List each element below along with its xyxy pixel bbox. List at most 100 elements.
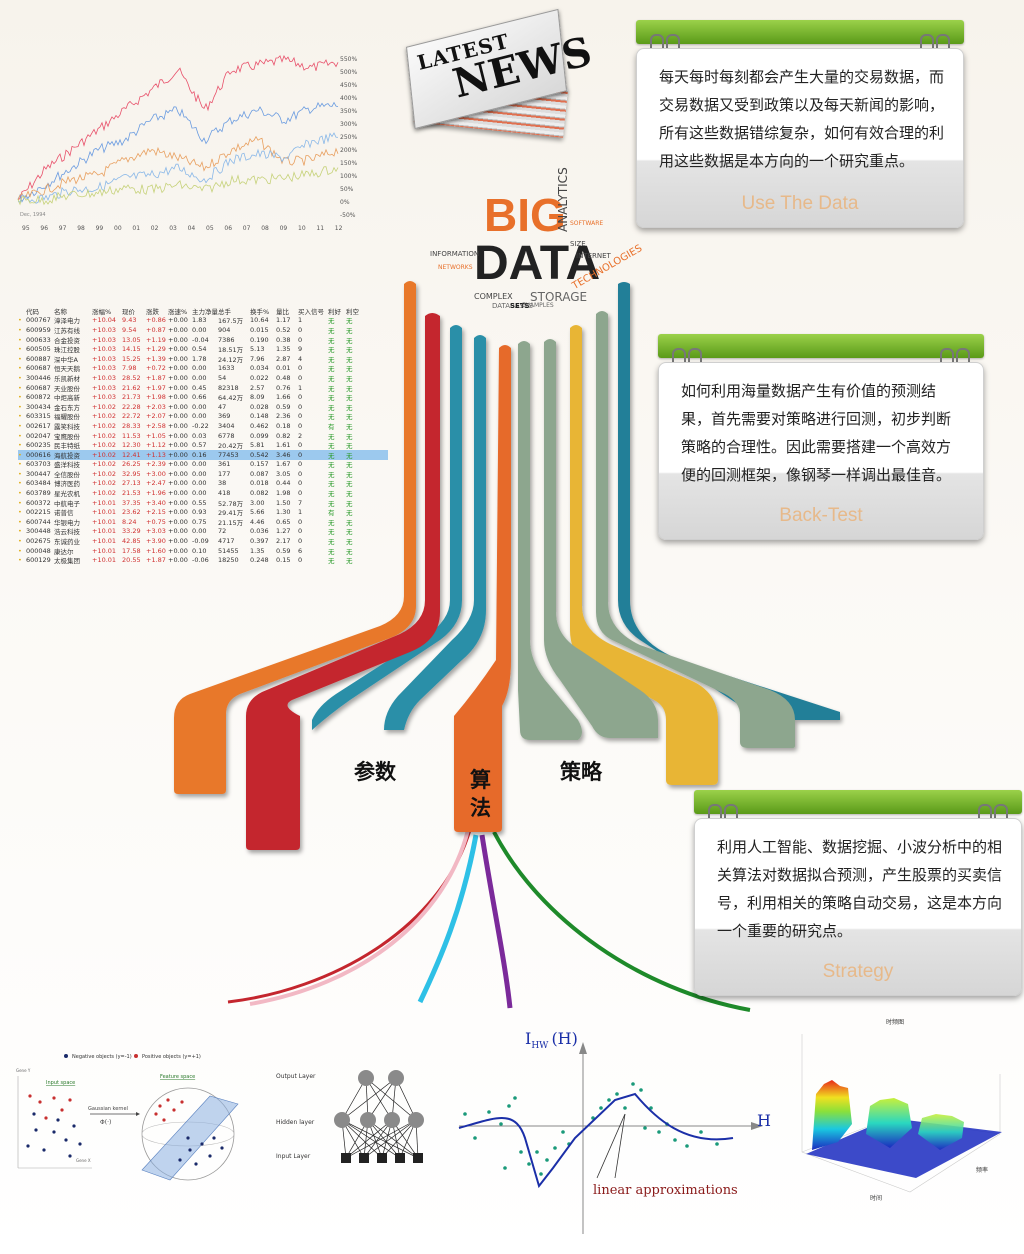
table-cell: 0.45 (192, 383, 207, 392)
table-cell: +0.00 (168, 508, 188, 517)
table-cell: 康达尔 (54, 547, 74, 556)
table-row[interactable]: • 600372 中航电子 +10.01 37.35 +3.40 +0.00 0.55 52.7… (18, 498, 388, 508)
table-cell: +0.00 (168, 537, 188, 546)
data-point (463, 1112, 467, 1116)
table-cell: 诺普信 (54, 509, 74, 518)
table-cell: 0.82 (276, 431, 291, 440)
column-header: 总手 (218, 307, 231, 316)
table-cell: 0.157 (250, 460, 269, 469)
table-cell: 22.72 (122, 412, 141, 421)
table-row[interactable]: • 600505 珠江控股 +10.03 14.15 +1.29 +0.00 0.54 18.5… (18, 344, 388, 354)
table-cell: 8.24 (122, 517, 137, 526)
table-row[interactable]: • 300447 全信股份 +10.02 32.95 +3.00 +0.00 0.00 177 0… (18, 469, 388, 479)
data-point (34, 1128, 38, 1132)
table-cell: 0.087 (250, 469, 269, 478)
table-cell: +0.00 (168, 479, 188, 488)
data-point (154, 1112, 158, 1116)
data-point (38, 1100, 42, 1104)
table-cell: +2.47 (146, 479, 166, 488)
table-cell: 0.48 (276, 373, 291, 382)
input-node (395, 1153, 405, 1163)
table-cell: +10.02 (92, 421, 117, 430)
table-cell: +1.87 (146, 556, 166, 565)
table-cell: 无 (346, 451, 353, 460)
table-row[interactable]: • 000633 合金投资 +10.03 13.05 +1.19 +0.00 -0.04 738… (18, 335, 388, 345)
table-cell: 15.25 (122, 354, 141, 363)
table-cell: +0.86 (146, 316, 166, 325)
table-cell: 418 (218, 489, 231, 498)
table-cell: +2.07 (146, 412, 166, 421)
table-row[interactable]: • 600129 太极集团 +10.01 20.55 +1.87 +0.00 -0.06 182… (18, 555, 388, 565)
table-cell: 20.55 (122, 556, 141, 565)
table-cell: +0.00 (168, 402, 188, 411)
table-cell: 1 (298, 316, 303, 325)
table-cell: 无 (328, 480, 335, 489)
data-point (158, 1104, 162, 1108)
table-row[interactable]: • 002047 宝鹰股份 +10.02 11.53 +1.05 +0.00 0.03 6778… (18, 431, 388, 441)
table-row[interactable]: • 600744 华银电力 +10.01 8.24 +0.75 +0.00 0.75 21.15… (18, 517, 388, 527)
x-tick-label: 98 (77, 225, 85, 232)
table-cell: +10.02 (92, 460, 117, 469)
input-node (377, 1153, 387, 1163)
latest-news-image: LATEST NEWS (406, 8, 596, 152)
table-row[interactable]: • 300448 浩云科技 +10.01 33.29 +3.03 +0.00 0.00 72 0.… (18, 527, 388, 536)
table-row[interactable]: • 600959 江苏有线 +10.03 9.54 +0.87 +0.00 0.00 904 0.… (18, 325, 388, 335)
data-point (60, 1108, 64, 1112)
table-cell: +1.29 (146, 345, 166, 354)
column-header: 现价 (122, 307, 135, 316)
arrow-right-icon (751, 1122, 763, 1130)
use-data-card: 每天每时每刻都会产生大量的交易数据，而交易数据又受到政策以及每天新闻的影响，所有… (636, 20, 964, 228)
table-cell: 21.53 (122, 489, 141, 498)
table-cell: 0.55 (192, 498, 207, 507)
data-point (26, 1144, 30, 1148)
table-cell: +1.96 (146, 489, 166, 498)
table-cell: 无 (328, 346, 335, 355)
table-row[interactable]: • 002675 东诚药业 +10.01 42.85 +3.90 +0.00 -0.09 471… (18, 536, 388, 546)
table-row[interactable]: • 603789 星光农机 +10.02 21.53 +1.96 +0.00 0.00 418 0… (18, 488, 388, 498)
card-caption: Use The Data (741, 193, 859, 214)
table-cell: 0.00 (192, 527, 207, 536)
table-row[interactable]: • 000048 康达尔 +10.01 17.58 +1.60 +0.00 0.10 51455… (18, 546, 388, 556)
table-cell: +0.75 (146, 517, 166, 526)
data-point (200, 1142, 204, 1146)
table-row[interactable]: • 000767 漳泽电力 +10.04 9.43 +0.86 +0.00 1.83 167.5… (18, 316, 388, 325)
data-point (599, 1106, 603, 1110)
table-cell: 0.00 (192, 412, 207, 421)
data-point (643, 1126, 647, 1130)
x-tick-label: 95 (22, 225, 30, 232)
table-cell: +1.97 (146, 383, 166, 392)
table-cell: 1.83 (192, 316, 207, 325)
table-row[interactable]: • 600235 民丰特纸 +10.02 12.30 +1.12 +0.00 0.57 20.4… (18, 440, 388, 450)
hw-curve (458, 1092, 734, 1189)
table-cell: 无 (346, 432, 353, 441)
column-header: 涨速% (168, 307, 188, 316)
table-cell: +2.58 (146, 421, 166, 430)
table-cell: 0.462 (250, 421, 269, 430)
table-cell: 无 (346, 461, 353, 470)
table-row[interactable]: • 002215 诺普信 +10.01 23.62 +2.15 +0.00 0.93 29.41… (18, 507, 388, 517)
table-cell: 9.54 (122, 325, 137, 334)
table-row[interactable]: • 603484 博济医药 +10.02 27.13 +2.47 +0.00 0.00 38 0.… (18, 479, 388, 489)
table-cell: 0 (298, 469, 303, 478)
table-cell: 24.12万 (218, 355, 244, 364)
ribbon-red (246, 313, 440, 850)
table-row[interactable]: • 000616 海航投资 +10.02 12.41 +1.13 +0.00 0.16 7745… (18, 449, 388, 460)
data-point (499, 1122, 503, 1126)
data-point (52, 1096, 56, 1100)
data-point (527, 1162, 531, 1166)
table-row[interactable]: • 600887 深中华A +10.03 15.25 +1.39 +0.00 1.78 24.1… (18, 354, 388, 364)
x-tick-label: 06 (224, 225, 232, 232)
table-cell: +1.19 (146, 335, 166, 344)
table-row[interactable]: • 603315 福耀股份 +10.02 22.72 +2.07 +0.00 0.00 369 0… (18, 412, 388, 421)
separating-plane (141, 1095, 239, 1181)
table-row[interactable]: • 600872 中炬高新 +10.03 21.73 +1.98 +0.00 0.66 64.4… (18, 392, 388, 402)
table-row[interactable]: • 600687 天业股份 +10.03 21.62 +1.97 +0.00 0.45 8231… (18, 383, 388, 393)
table-row[interactable]: • 603703 盛洋科技 +10.02 26.25 +2.39 +0.00 0.00 361 0… (18, 460, 388, 470)
table-cell: 恒天天鹅 (54, 365, 80, 374)
table-row[interactable]: • 600687 恒天天鹅 +10.03 7.98 +0.72 +0.00 0.00 1633 0… (18, 364, 388, 374)
ribbon-sage-left (518, 341, 582, 740)
table-row[interactable]: • 002617 露笑科技 +10.02 28.33 +2.58 +0.00 -0.22 340… (18, 421, 388, 431)
table-row[interactable]: • 300434 金石东方 +10.02 22.28 +2.03 +0.00 0.00 47 0.… (18, 402, 388, 412)
table-row[interactable]: • 300446 乐凯新材 +10.03 28.52 +1.87 +0.00 0.00 54 0.… (18, 373, 388, 383)
hidden-node (384, 1112, 400, 1128)
